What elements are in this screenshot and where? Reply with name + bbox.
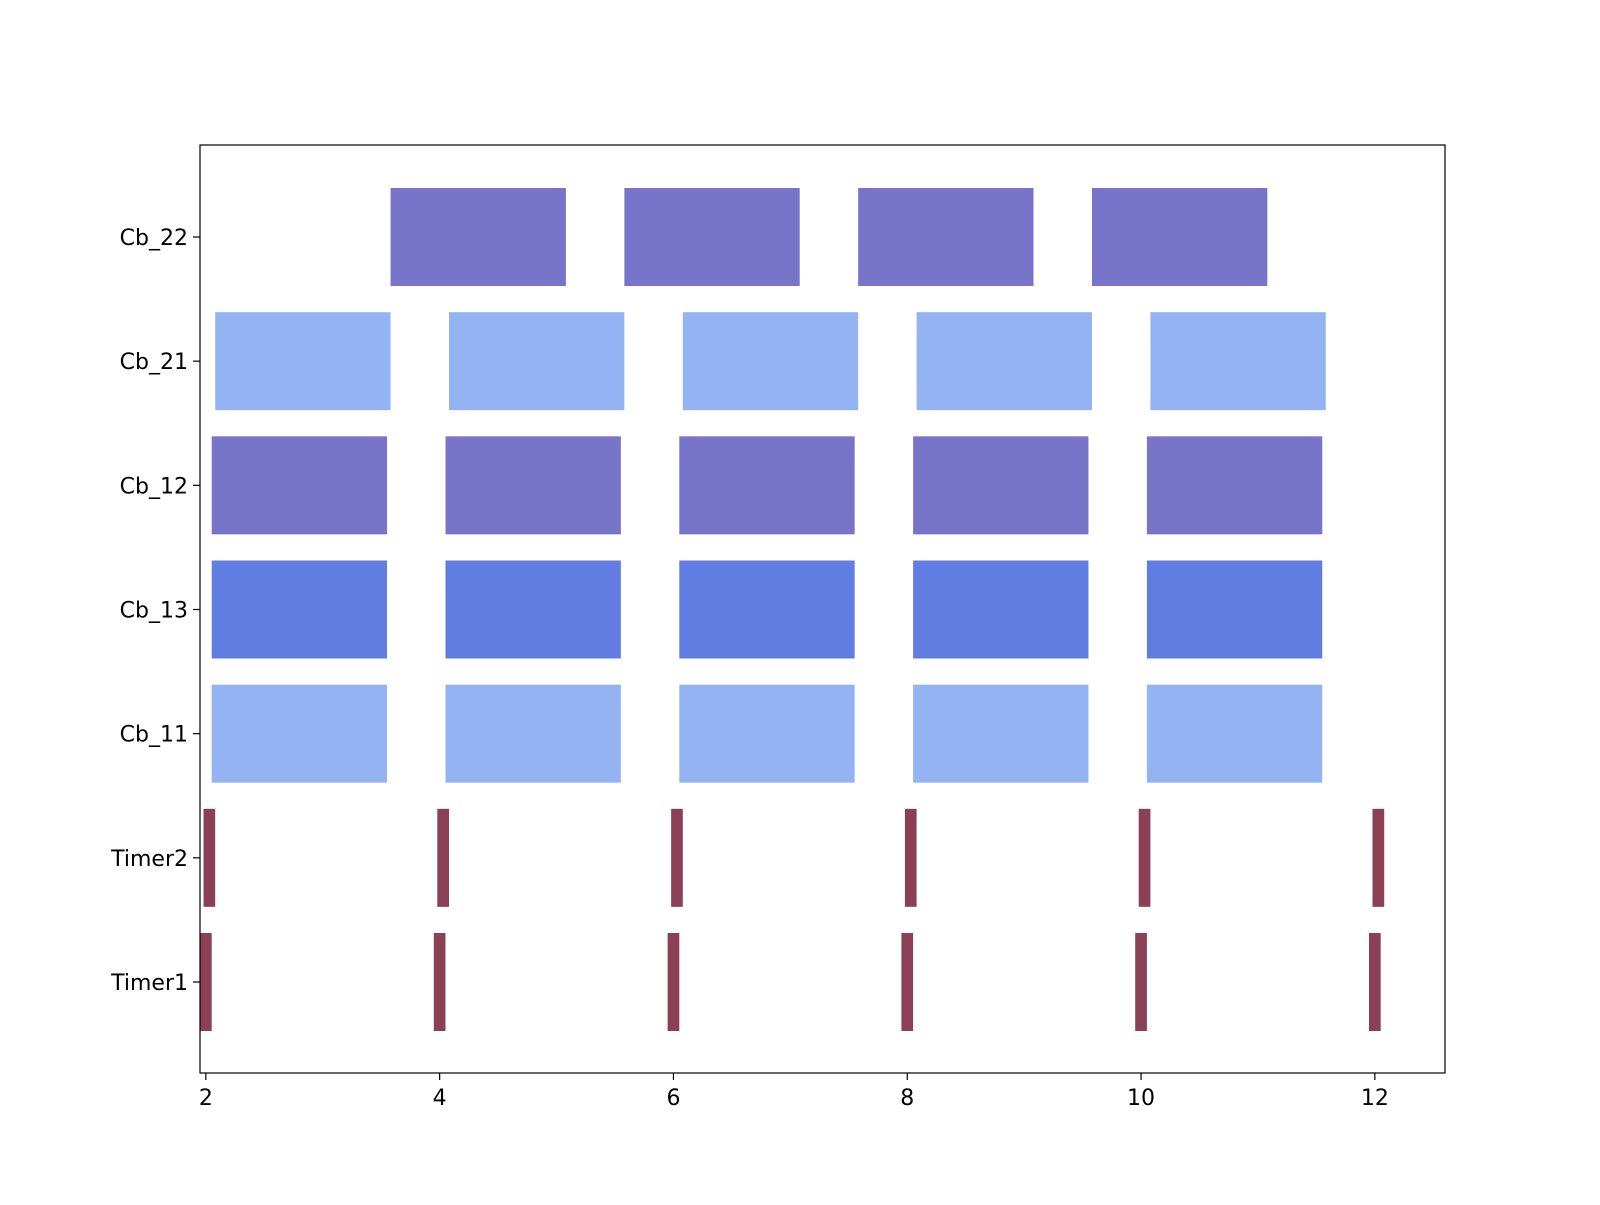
- y-tick-label-timer2: Timer2: [110, 847, 188, 872]
- x-tick-label-4: 4: [433, 1086, 447, 1111]
- y-tick-label-cb-11: Cb_11: [120, 723, 188, 748]
- bar-timer2-6: [1372, 808, 1385, 907]
- bar-timer2-3: [671, 808, 683, 907]
- bar-cb-11-1: [211, 684, 388, 783]
- bar-cb-12-1: [211, 436, 388, 535]
- bar-cb-22-2: [624, 188, 800, 286]
- bar-timer2-5: [1138, 808, 1151, 907]
- bar-timer2-1: [203, 808, 216, 907]
- bar-cb-11-2: [445, 684, 621, 783]
- bar-cb-22-1: [390, 188, 566, 286]
- bar-cb-22-3: [858, 188, 1034, 286]
- bar-cb-21-1: [215, 312, 391, 411]
- bar-timer1-3: [667, 933, 680, 1031]
- bar-cb-13-3: [679, 560, 855, 659]
- y-tick-label-timer1: Timer1: [110, 971, 188, 996]
- bar-cb-21-5: [1150, 312, 1326, 411]
- bar-cb-22-4: [1091, 188, 1268, 286]
- y-tick-label-cb-22: Cb_22: [120, 226, 188, 251]
- y-tick-label-cb-12: Cb_12: [120, 474, 188, 499]
- bar-timer2-4: [904, 808, 917, 907]
- bar-cb-21-3: [682, 312, 859, 411]
- bar-timer2-2: [437, 808, 449, 907]
- y-tick-label-cb-21: Cb_21: [120, 350, 188, 375]
- bar-timer1-1: [200, 933, 212, 1031]
- bar-cb-13-1: [211, 560, 388, 659]
- bar-cb-12-2: [445, 436, 621, 535]
- bar-cb-21-4: [916, 312, 1092, 411]
- bar-cb-12-5: [1146, 436, 1323, 535]
- bars-layer: [200, 188, 1385, 1031]
- x-tick-label-10: 10: [1127, 1086, 1155, 1111]
- x-tick-label-8: 8: [900, 1086, 914, 1111]
- bar-cb-12-4: [913, 436, 1089, 535]
- bar-timer1-5: [1135, 933, 1147, 1031]
- axes-layer: Timer1 Timer2 Cb_11 Cb_13 Cb_12 Cb_21 Cb_22 2 4 6…: [110, 144, 1446, 1111]
- bar-cb-12-3: [679, 436, 855, 535]
- bar-cb-13-4: [913, 560, 1089, 659]
- bar-timer1-4: [901, 933, 914, 1031]
- y-tick-label-cb-13: Cb_13: [120, 599, 188, 624]
- bar-cb-13-5: [1146, 560, 1323, 659]
- x-tick-label-6: 6: [666, 1086, 680, 1111]
- bar-cb-11-5: [1146, 684, 1323, 783]
- bar-cb-21-2: [449, 312, 625, 411]
- bar-cb-11-3: [679, 684, 855, 783]
- x-tick-label-12: 12: [1361, 1086, 1389, 1111]
- bar-timer1-6: [1369, 933, 1381, 1031]
- bar-timer1-2: [433, 933, 446, 1031]
- bar-cb-11-4: [913, 684, 1089, 783]
- bar-cb-13-2: [445, 560, 621, 659]
- x-tick-label-2: 2: [199, 1086, 213, 1111]
